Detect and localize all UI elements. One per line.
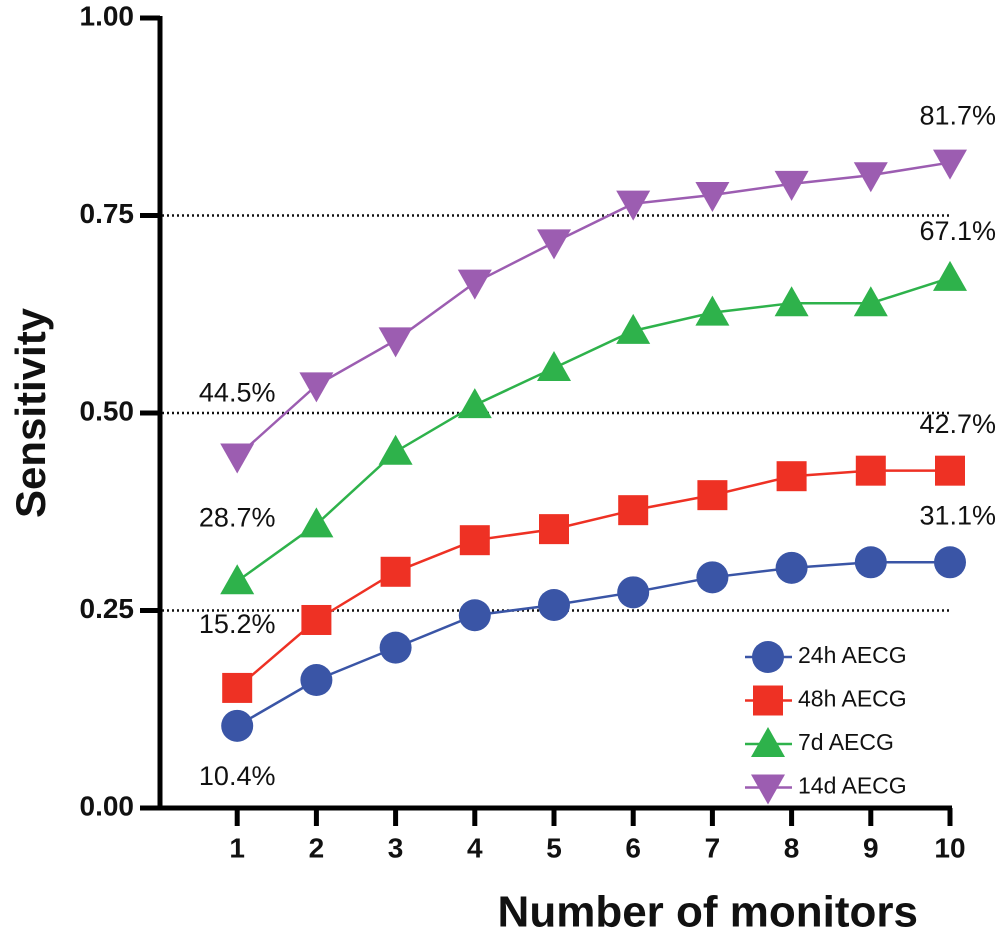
point bbox=[459, 525, 490, 556]
point bbox=[538, 588, 570, 621]
point bbox=[380, 556, 411, 587]
point bbox=[616, 313, 651, 344]
series-line bbox=[236, 161, 951, 458]
y-tick-label: 1.00 bbox=[80, 0, 135, 31]
x-tick-label: 1 bbox=[229, 832, 245, 863]
series-line bbox=[236, 276, 951, 583]
point bbox=[301, 604, 332, 635]
point bbox=[855, 455, 886, 486]
x-tick-label: 2 bbox=[309, 832, 325, 863]
point bbox=[539, 514, 569, 545]
point bbox=[300, 664, 333, 697]
point bbox=[774, 170, 809, 201]
y-tick-label: 0.75 bbox=[80, 198, 135, 229]
point bbox=[696, 561, 729, 594]
point bbox=[379, 631, 412, 664]
point bbox=[458, 599, 491, 632]
point bbox=[221, 709, 254, 742]
point bbox=[695, 181, 730, 212]
point bbox=[378, 327, 413, 358]
value-label: 28.7% bbox=[199, 502, 276, 532]
point bbox=[775, 551, 808, 584]
y-axis-title: Sensitivity bbox=[7, 307, 54, 518]
value-label: 15.2% bbox=[199, 609, 276, 639]
value-label: 44.5% bbox=[199, 378, 276, 408]
point bbox=[618, 495, 649, 526]
y-tick-label: 0.00 bbox=[80, 790, 135, 821]
x-tick-label: 10 bbox=[934, 832, 965, 863]
series-line bbox=[236, 469, 950, 689]
point bbox=[457, 388, 492, 419]
x-tick-label: 7 bbox=[705, 832, 721, 863]
x-tick-label: 3 bbox=[388, 832, 404, 863]
point bbox=[537, 350, 571, 381]
x-tick-label: 6 bbox=[625, 832, 641, 863]
y-tick-label: 0.25 bbox=[80, 593, 135, 624]
point bbox=[222, 672, 253, 703]
x-tick-label: 4 bbox=[467, 832, 483, 863]
point bbox=[299, 372, 334, 403]
legend-label: 14d AECG bbox=[798, 773, 907, 799]
point bbox=[537, 229, 571, 260]
legend-label: 48h AECG bbox=[798, 686, 907, 712]
point bbox=[935, 455, 965, 486]
point bbox=[695, 295, 730, 326]
y-tick-label: 0.50 bbox=[80, 395, 135, 426]
point bbox=[616, 190, 651, 221]
point bbox=[854, 546, 887, 579]
value-label: 31.1% bbox=[919, 500, 996, 530]
point bbox=[934, 546, 966, 579]
legend-marker bbox=[751, 727, 785, 757]
point bbox=[378, 434, 413, 465]
legend-label: 7d AECG bbox=[798, 729, 894, 755]
point bbox=[457, 269, 492, 300]
point bbox=[299, 507, 334, 538]
point bbox=[933, 260, 967, 291]
legend-marker bbox=[753, 685, 783, 716]
point bbox=[776, 461, 807, 492]
point bbox=[697, 480, 728, 511]
point bbox=[853, 286, 888, 317]
point bbox=[617, 576, 650, 609]
value-label: 67.1% bbox=[919, 216, 996, 246]
point bbox=[853, 162, 888, 193]
legend-marker bbox=[752, 641, 784, 673]
x-axis-title: Number of monitors bbox=[498, 888, 918, 937]
legend-marker bbox=[751, 774, 785, 805]
value-label: 42.7% bbox=[919, 409, 996, 439]
value-label: 10.4% bbox=[199, 761, 276, 791]
point bbox=[933, 149, 967, 180]
point bbox=[220, 564, 255, 595]
x-tick-label: 9 bbox=[863, 832, 879, 863]
x-tick-label: 8 bbox=[784, 832, 800, 863]
series-line bbox=[236, 561, 950, 727]
x-tick-label: 5 bbox=[546, 832, 562, 863]
legend-label: 24h AECG bbox=[798, 642, 907, 668]
point bbox=[220, 443, 255, 474]
value-label: 81.7% bbox=[919, 101, 996, 131]
point bbox=[774, 286, 809, 317]
